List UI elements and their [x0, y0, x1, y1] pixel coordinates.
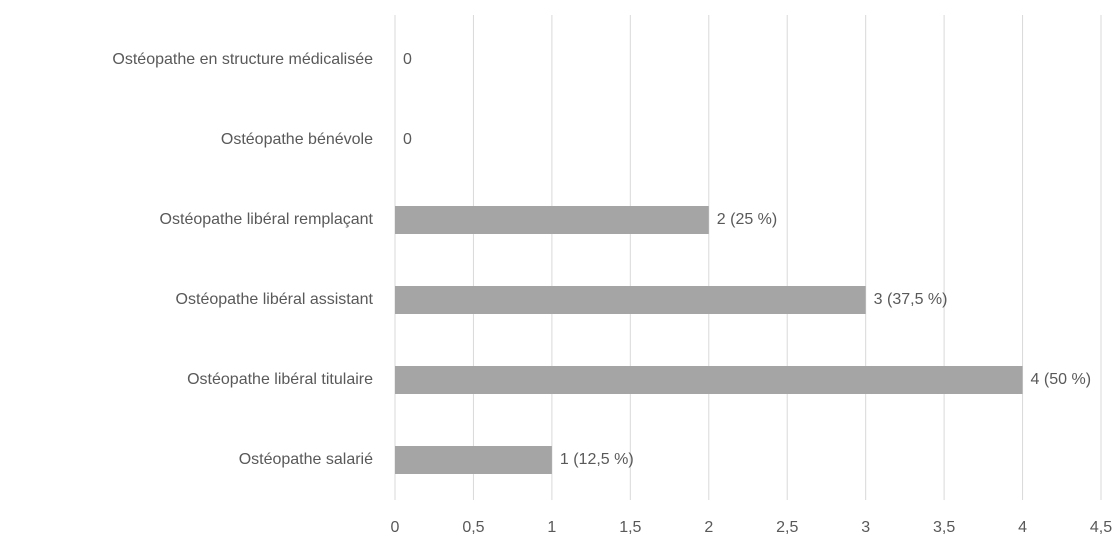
x-tick-label: 4,5 — [1090, 519, 1112, 536]
y-tick-label: Ostéopathe salarié — [239, 451, 373, 468]
y-tick-label: Ostéopathe libéral assistant — [176, 291, 374, 308]
bar — [395, 366, 1023, 394]
y-tick-label: Ostéopathe bénévole — [221, 131, 373, 148]
bar — [395, 286, 866, 314]
data-label: 3 (37,5 %) — [874, 291, 948, 308]
data-label: 4 (50 %) — [1031, 371, 1091, 388]
x-tick-label: 4 — [1018, 519, 1027, 536]
bar — [395, 206, 709, 234]
x-tick-label: 1 — [547, 519, 556, 536]
bar — [395, 446, 552, 474]
x-tick-label: 0 — [391, 519, 400, 536]
x-tick-label: 2,5 — [776, 519, 798, 536]
y-tick-label: Ostéopathe en structure médicalisée — [112, 51, 373, 68]
y-tick-label: Ostéopathe libéral remplaçant — [160, 211, 374, 228]
data-label: 0 — [403, 131, 412, 148]
x-tick-label: 1,5 — [619, 519, 641, 536]
y-tick-label: Ostéopathe libéral titulaire — [187, 371, 373, 388]
x-tick-label: 3 — [861, 519, 870, 536]
data-label: 0 — [403, 51, 412, 68]
data-label: 2 (25 %) — [717, 211, 777, 228]
x-tick-label: 3,5 — [933, 519, 955, 536]
x-tick-label: 2 — [704, 519, 713, 536]
data-label: 1 (12,5 %) — [560, 451, 634, 468]
x-tick-label: 0,5 — [462, 519, 484, 536]
